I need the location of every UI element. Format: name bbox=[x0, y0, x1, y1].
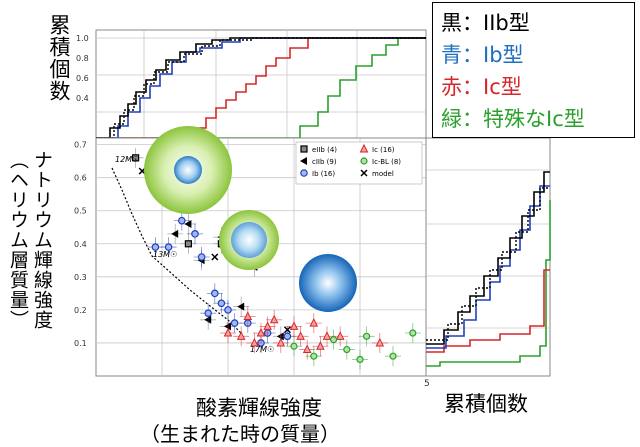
main-ytick-label: 0.7 bbox=[74, 141, 87, 150]
data-point bbox=[385, 346, 401, 367]
top-ytick-label: 1.0 bbox=[76, 34, 89, 43]
top-curve-iib-model bbox=[96, 37, 426, 139]
right-curve-iib bbox=[426, 171, 550, 345]
top-curve-ic bbox=[96, 37, 426, 139]
right-curve-iib-model bbox=[426, 187, 550, 341]
main-y-label-line2: （ヘリウム層質量） bbox=[7, 150, 29, 330]
data-point bbox=[325, 329, 342, 350]
main-ytick-label: 0.3 bbox=[74, 273, 87, 282]
legend-iib: 黒：IIb型 bbox=[441, 11, 530, 35]
top-panel-yticks: 0.4 0.6 0.8 1.0 bbox=[76, 34, 89, 103]
data-point bbox=[233, 296, 250, 317]
data-point bbox=[220, 299, 236, 320]
top-ytick-label: 0.8 bbox=[76, 54, 89, 63]
legend-entry-label: Ib (16) bbox=[312, 170, 335, 178]
main-y-label-line1: ナトリウム輝線強度 bbox=[31, 150, 53, 330]
main-ytick-label: 0.6 bbox=[74, 174, 87, 183]
top-panel-y-label: 累積個数 bbox=[47, 14, 71, 102]
data-point bbox=[286, 336, 302, 357]
data-point bbox=[305, 313, 322, 334]
data-point bbox=[160, 237, 177, 258]
main-ytick-label: 0.5 bbox=[74, 207, 87, 216]
model-label-17: 17M☉ bbox=[250, 345, 274, 354]
right-curve-ic-bl bbox=[426, 200, 551, 367]
star-bare-core bbox=[299, 254, 357, 312]
data-point bbox=[233, 326, 250, 347]
star-medium-core bbox=[231, 222, 267, 258]
data-point bbox=[239, 306, 256, 327]
model-track-line bbox=[111, 167, 243, 335]
model-label-13: 13M☉ bbox=[153, 250, 177, 259]
data-point bbox=[253, 323, 269, 344]
right-cumulative-panel bbox=[425, 137, 551, 377]
data-point bbox=[200, 303, 217, 324]
data-point bbox=[283, 326, 291, 334]
top-curve-ic-bl bbox=[96, 37, 426, 139]
data-point bbox=[180, 233, 197, 254]
scatter-points-layer bbox=[127, 147, 421, 370]
data-point bbox=[193, 247, 210, 267]
data-point bbox=[173, 210, 190, 231]
legend-special-ic: 緑：特殊なIc型 bbox=[441, 107, 585, 131]
main-scatter-panel: 0.1 0.2 0.3 0.4 0.5 0.6 0.7 5 12M☉ 13M☉ 17M☉ e… bbox=[74, 126, 430, 389]
top-cumulative-panel: 0.4 0.6 0.8 1.0 bbox=[76, 29, 427, 139]
data-point bbox=[167, 223, 184, 244]
top-curve-iib bbox=[96, 37, 426, 139]
legend-entry: Ic (16) bbox=[359, 143, 395, 154]
series-ic bbox=[220, 306, 388, 360]
x-tick-last: 5 bbox=[424, 379, 430, 389]
data-point bbox=[404, 323, 421, 344]
data-point bbox=[312, 336, 329, 357]
data-point bbox=[246, 332, 263, 353]
data-point bbox=[220, 323, 236, 344]
legend-entry: cIIb (9) bbox=[300, 157, 337, 166]
data-point bbox=[358, 326, 375, 347]
data-point bbox=[371, 332, 388, 353]
main-x-label-line1: 酸素輝線強度 bbox=[196, 396, 322, 420]
legend-entry-label: Ic-BL (8) bbox=[372, 158, 401, 166]
star-illustrations bbox=[144, 126, 357, 312]
legend-entry-label: Ic (16) bbox=[372, 146, 395, 154]
model-label-12: 12M☉ bbox=[115, 155, 139, 164]
data-point bbox=[226, 313, 243, 334]
main-ytick-label: 0.1 bbox=[74, 339, 87, 348]
data-point bbox=[286, 316, 302, 337]
main-panel-yticks: 0.1 0.2 0.3 0.4 0.5 0.6 0.7 bbox=[74, 141, 87, 348]
data-point bbox=[352, 349, 368, 370]
main-x-label-line2: （生まれた時の質量） bbox=[140, 422, 340, 446]
star-large-core bbox=[174, 156, 202, 184]
top-ytick-label: 0.4 bbox=[76, 94, 89, 103]
legend-ib: 青：Ib型 bbox=[441, 43, 524, 67]
legend-entry-label: eIIb (4) bbox=[312, 146, 337, 154]
main-ytick-label: 0.2 bbox=[74, 306, 87, 315]
legend-entry: Ib (16) bbox=[300, 169, 335, 178]
data-point bbox=[187, 223, 203, 244]
right-panel-x-label: 累積個数 bbox=[444, 392, 528, 416]
legend-entry-label: cIIb (9) bbox=[312, 158, 337, 166]
data-point bbox=[332, 326, 349, 347]
legend-entry: eIIb (4) bbox=[300, 145, 337, 154]
series-ic-bl bbox=[286, 323, 421, 370]
scatter-legend: eIIb (4) cIIb (9) Ib (16) Ic (16) Ic-BL (8) m… bbox=[295, 141, 423, 185]
legend-entry-label: model bbox=[372, 170, 394, 178]
top-ytick-label: 0.6 bbox=[76, 74, 89, 83]
data-point bbox=[206, 283, 223, 304]
legend-entry: Ic-BL (8) bbox=[360, 157, 401, 166]
data-point bbox=[127, 147, 144, 168]
legend-entry: model bbox=[360, 169, 394, 178]
sn-type-color-legend: 黒：IIb型 青：Ib型 赤：Ic型 緑：特殊なIc型 bbox=[432, 2, 635, 138]
legend-ic: 赤：Ic型 bbox=[441, 75, 522, 99]
series-model bbox=[138, 167, 291, 334]
data-point bbox=[292, 326, 309, 347]
right-curve-ic bbox=[426, 269, 550, 353]
data-point bbox=[305, 346, 322, 367]
data-point bbox=[338, 339, 355, 360]
data-point bbox=[259, 316, 276, 337]
data-point bbox=[211, 253, 219, 261]
main-ytick-label: 0.4 bbox=[74, 240, 87, 249]
data-point bbox=[272, 332, 289, 353]
top-curve-ib bbox=[96, 37, 426, 139]
